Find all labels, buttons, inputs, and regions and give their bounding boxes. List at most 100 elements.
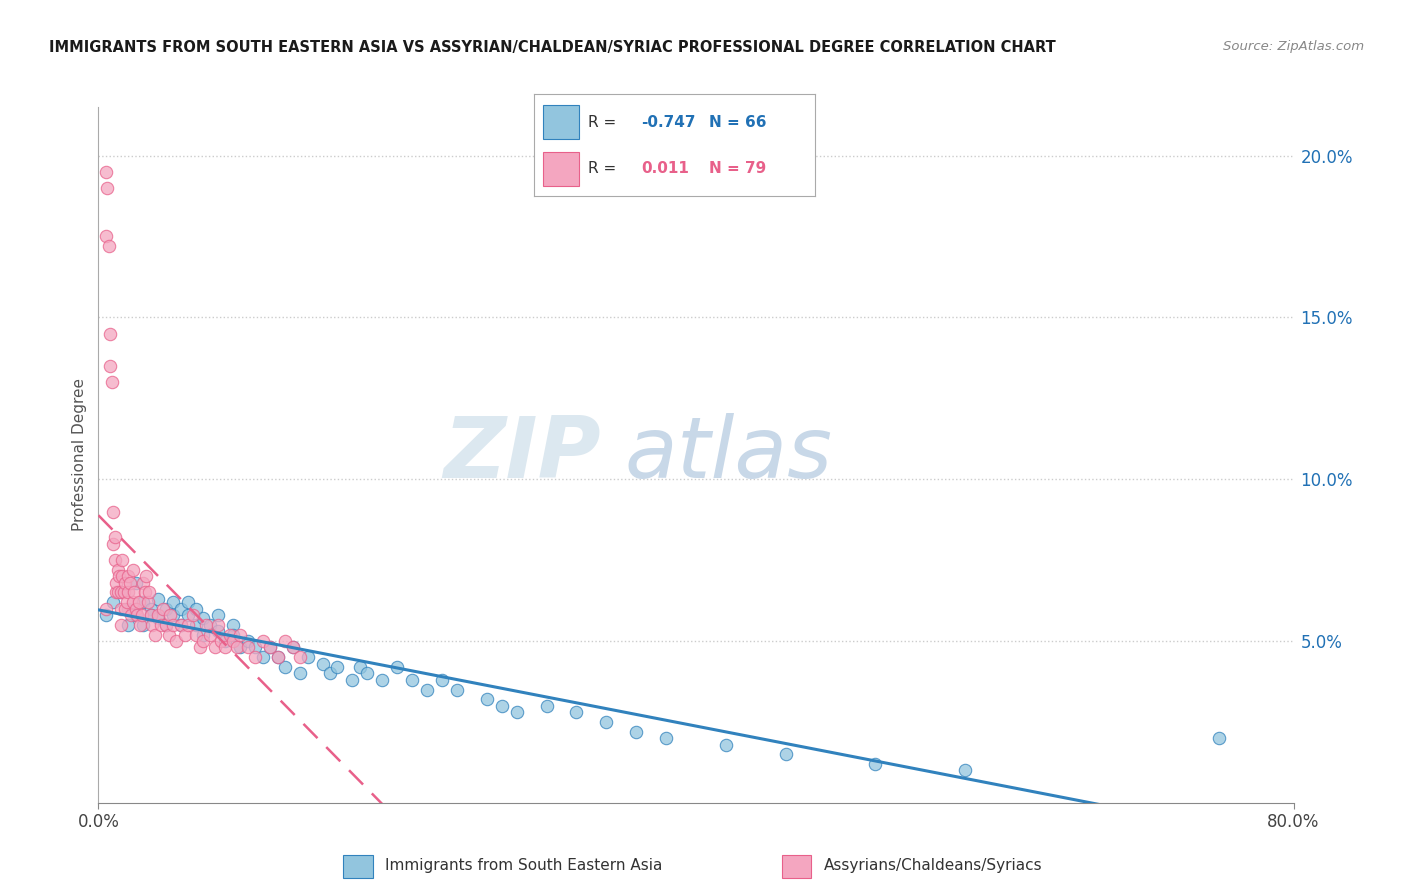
Point xyxy=(326,660,349,674)
Point xyxy=(159,608,181,623)
Point xyxy=(274,660,297,674)
Point xyxy=(174,627,197,641)
Text: R =: R = xyxy=(588,161,621,176)
Point xyxy=(297,650,319,665)
Point xyxy=(96,181,118,195)
Text: IMMIGRANTS FROM SOUTH EASTERN ASIA VS ASSYRIAN/CHALDEAN/SYRIAC PROFESSIONAL DEGR: IMMIGRANTS FROM SOUTH EASTERN ASIA VS AS… xyxy=(49,40,1056,55)
Point xyxy=(165,634,187,648)
Point xyxy=(127,608,149,623)
Point xyxy=(157,627,180,641)
Point xyxy=(714,738,737,752)
Point xyxy=(416,682,439,697)
Point xyxy=(245,650,267,665)
Point xyxy=(112,585,135,599)
Point xyxy=(111,569,134,583)
Point xyxy=(125,601,148,615)
Text: N = 66: N = 66 xyxy=(709,115,766,130)
Point xyxy=(162,595,184,609)
Point xyxy=(181,608,204,623)
Point xyxy=(132,575,155,590)
Point xyxy=(94,608,117,623)
Point xyxy=(155,617,177,632)
Point xyxy=(184,627,207,641)
Point xyxy=(110,585,132,599)
Point xyxy=(97,239,120,253)
Point xyxy=(430,673,453,687)
Point xyxy=(288,666,311,681)
Point xyxy=(229,627,252,641)
Point xyxy=(288,650,311,665)
Point xyxy=(114,575,136,590)
Point xyxy=(98,326,122,341)
Point xyxy=(188,640,211,655)
Point xyxy=(117,617,139,632)
Point xyxy=(104,553,127,567)
Point xyxy=(207,624,229,639)
Point xyxy=(129,617,152,632)
Point xyxy=(103,595,125,609)
Point xyxy=(94,229,117,244)
Point xyxy=(125,608,148,623)
Point xyxy=(105,585,128,599)
Point xyxy=(117,585,139,599)
Point xyxy=(139,608,162,623)
Bar xyxy=(543,153,579,186)
Point xyxy=(267,650,290,665)
Point xyxy=(536,698,558,713)
Point xyxy=(121,595,143,609)
Point xyxy=(105,575,128,590)
Point xyxy=(184,617,207,632)
Text: Assyrians/Chaldeans/Syriacs: Assyrians/Chaldeans/Syriacs xyxy=(824,858,1042,872)
Point xyxy=(98,359,122,373)
Point xyxy=(184,601,207,615)
Point xyxy=(94,601,117,615)
Text: -0.747: -0.747 xyxy=(641,115,696,130)
Point xyxy=(219,627,242,641)
Text: Immigrants from South Eastern Asia: Immigrants from South Eastern Asia xyxy=(385,858,662,872)
Point xyxy=(155,617,177,632)
Point xyxy=(222,617,245,632)
Point xyxy=(349,660,371,674)
Point xyxy=(124,585,146,599)
Point xyxy=(177,617,200,632)
Point xyxy=(226,640,249,655)
Text: atlas: atlas xyxy=(624,413,832,497)
Point xyxy=(281,640,304,655)
Bar xyxy=(782,855,811,878)
Point xyxy=(148,611,170,625)
Point xyxy=(236,634,259,648)
Point xyxy=(110,601,132,615)
Point xyxy=(141,617,163,632)
Point xyxy=(204,640,226,655)
Point xyxy=(191,611,214,625)
Point xyxy=(111,553,134,567)
Text: 0.011: 0.011 xyxy=(641,161,689,176)
Point xyxy=(136,595,159,609)
Point xyxy=(101,375,124,389)
Point xyxy=(128,595,150,609)
Text: ZIP: ZIP xyxy=(443,413,600,497)
Point xyxy=(191,627,214,641)
Point xyxy=(191,634,214,648)
Point xyxy=(491,698,513,713)
Point xyxy=(245,640,267,655)
Point xyxy=(169,617,191,632)
Point xyxy=(655,731,678,745)
Point xyxy=(311,657,333,671)
Point xyxy=(148,591,170,606)
Point xyxy=(274,634,297,648)
Text: Source: ZipAtlas.com: Source: ZipAtlas.com xyxy=(1223,40,1364,54)
Point xyxy=(150,617,173,632)
Point xyxy=(356,666,378,681)
Point xyxy=(152,601,174,615)
Point xyxy=(214,640,236,655)
Point xyxy=(138,585,160,599)
Point xyxy=(222,627,245,641)
Point xyxy=(121,563,143,577)
Point xyxy=(148,608,170,623)
Point xyxy=(200,627,222,641)
Point xyxy=(103,504,125,518)
Point xyxy=(162,617,184,632)
Point xyxy=(267,650,290,665)
Point xyxy=(132,595,155,609)
